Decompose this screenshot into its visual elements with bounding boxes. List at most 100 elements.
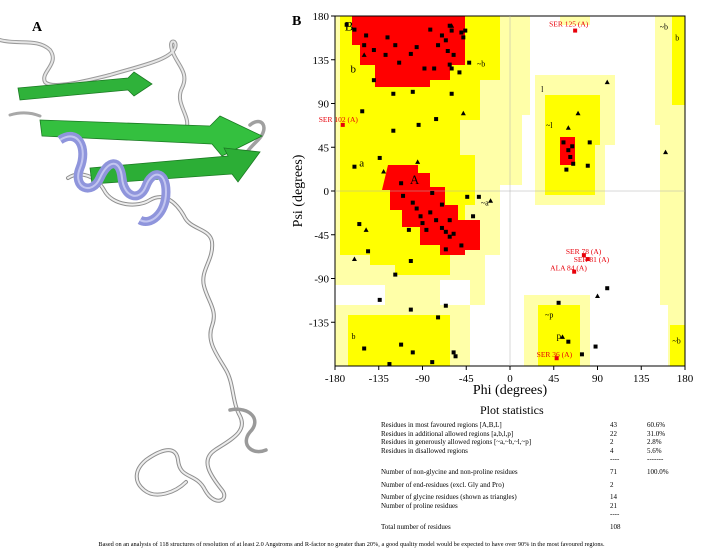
residue-point [457,70,462,75]
residue-point [434,117,439,122]
outlier-label: SER 81 (A) [574,255,610,264]
glycine-point [351,256,357,262]
y-tick-label: 90 [318,99,330,111]
glycine-point [575,110,581,116]
residue-point [371,48,376,53]
stats-row-label: Residues in additional allowed regions [… [381,429,514,438]
residue-point [465,194,470,199]
glycine-point [595,293,600,298]
glycine-point [415,159,421,164]
y-tick-label: 135 [313,55,330,67]
region-label: a [359,158,364,170]
y-tick-label: 0 [324,186,330,198]
stats-row-percent: ------- [647,455,664,464]
residue-point [428,27,433,32]
region-label: p [557,331,562,341]
outlier-label: SER 36 (A) [537,350,573,359]
stats-row-percent: 2.8% [647,438,662,447]
region-label: ~b [477,60,485,69]
residue-point [579,352,584,357]
residue-point [570,144,575,149]
residue-point [443,38,448,43]
region-label: ~p [545,310,553,319]
residue-point [556,300,561,305]
residue-point [439,202,444,207]
outlier-point [581,253,586,258]
residue-point [428,210,433,215]
stats-row-count: ---- [610,510,620,519]
residue-point [408,307,413,312]
residue-point [391,91,396,96]
residue-point [451,350,456,355]
residue-point [352,27,357,32]
x-tick-label: 0 [507,373,513,385]
stats-row-count: 2 [610,438,614,447]
residue-point [387,362,392,367]
residue-point [566,148,571,153]
residue-point [424,227,429,232]
x-tick-label: 45 [548,373,560,385]
panel-a-label: A [32,20,43,35]
residue-point [566,339,571,344]
outlier-label: SER 78 (A) [566,247,602,256]
y-tick-label: 180 [313,11,330,23]
residue-point [357,222,362,227]
glycine-point [663,149,669,155]
region-label: ~b [672,337,680,346]
y-tick-label: -90 [314,274,329,286]
outlier-point [554,356,559,361]
alpha-helix [57,131,171,226]
region-label: b [675,33,679,42]
data-points [340,22,669,367]
stats-row-label: Number of end-residues (excl. Gly and Pr… [381,480,505,489]
residue-point [463,28,468,33]
region-labels: Bb a A ~b ~a l ~l ~p p b ~b ~b b [345,19,681,346]
footnote: Based on an analysis of 118 structures o… [98,541,605,548]
residue-point [432,66,437,71]
residue-point [593,344,598,349]
residue-point [459,30,464,35]
residue-point [451,52,456,57]
glycine-point [560,334,565,339]
stats-row-count: 4 [610,446,614,455]
stats-row-count: 14 [610,493,617,502]
residue-point [362,43,367,48]
residue-point [414,45,419,50]
residue-point [410,200,415,205]
glycine-point [361,52,367,57]
stats-row-label: Number of non-glycine and non-proline re… [381,467,518,476]
stats-row-label: Residues in most favoured regions [A,B,L… [381,421,502,429]
residue-point [436,315,441,320]
glycine-point [449,23,455,28]
region-label: ~l [546,121,553,130]
residue-point [443,247,448,252]
residue-point [385,35,390,40]
residue-point [585,163,590,168]
residue-point [439,225,444,230]
residue-point [410,89,415,94]
x-axis-title: Phi (degrees) [473,383,548,398]
stats-row-percent: 60.6% [647,421,666,429]
zero-lines [335,16,685,366]
glycine-point [565,125,571,130]
residue-point [568,154,573,159]
residue-point [414,206,419,211]
stats-row-percent: 5.6% [647,446,662,455]
residue-point [362,346,367,351]
residue-point [443,229,448,234]
y-tick-label: 45 [318,142,330,154]
residue-point [377,297,382,302]
residue-point [393,43,398,48]
stats-row-percent: 100.0% [647,467,669,476]
y-axis-ticks: 180 135 90 45 0 -45 -90 -135 [309,11,335,329]
residue-point [430,360,435,365]
residue-point [587,140,592,145]
residue-point [561,140,566,145]
coil-segment [0,39,189,131]
region-label: B [345,19,354,34]
residue-point [451,231,456,236]
residue-point [447,62,452,67]
residue-point [391,128,396,133]
residue-point [418,214,423,219]
beta-strand-1 [17,71,153,101]
